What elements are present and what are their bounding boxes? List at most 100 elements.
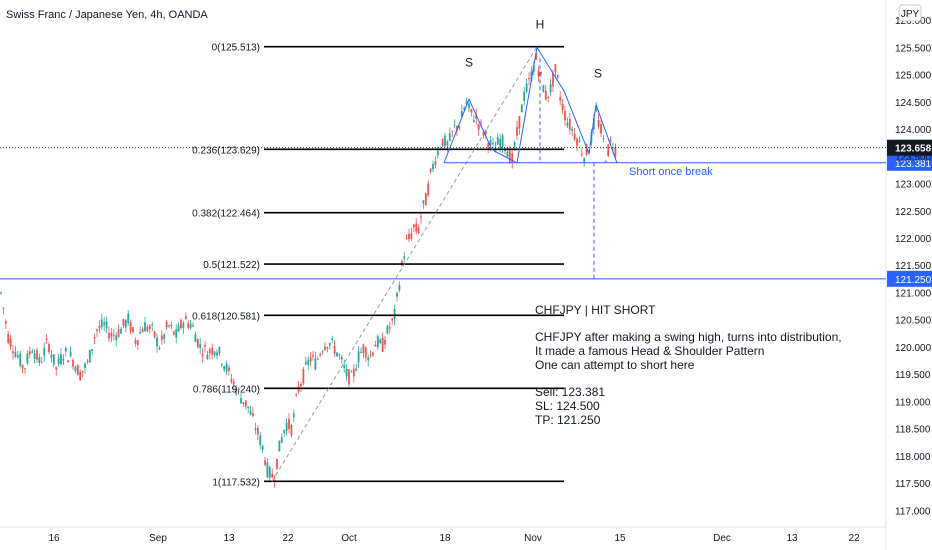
fib-level-label: 0(125.513) xyxy=(212,43,260,54)
price-tick-label: 119.500 xyxy=(895,370,931,381)
candle-body xyxy=(352,368,355,377)
candle-body xyxy=(544,90,547,100)
candle-body xyxy=(535,53,538,60)
candle-body xyxy=(436,150,439,156)
candle-body xyxy=(57,357,60,365)
candle-body xyxy=(50,354,53,358)
candle-body xyxy=(96,329,98,332)
candle-body xyxy=(81,370,84,372)
level-price-tag[interactable] xyxy=(887,270,932,287)
fib-trend-line[interactable] xyxy=(271,46,538,482)
candle-body xyxy=(420,216,422,218)
price-tick-label: 124.000 xyxy=(895,125,932,136)
candle-body xyxy=(597,119,600,127)
candle-body xyxy=(45,338,48,340)
level-price-tag[interactable] xyxy=(887,154,932,171)
level-annotation: Short once break xyxy=(629,166,713,178)
price-tick-label: 117.000 xyxy=(895,506,931,517)
head-shoulder-pattern[interactable]: S H S xyxy=(443,17,618,279)
currency-badge[interactable]: JPY xyxy=(901,9,920,20)
candle-body xyxy=(472,119,475,122)
time-axis[interactable]: 16 Sep 13 22 Oct 18 Nov 15 Dec 13 22 xyxy=(48,533,860,544)
candle-body xyxy=(146,326,149,331)
candle-body xyxy=(115,335,118,340)
candle-body xyxy=(247,406,250,409)
candle-body xyxy=(360,351,362,353)
candle-body xyxy=(124,320,127,328)
candle-body xyxy=(31,351,34,353)
candle-body xyxy=(506,151,509,157)
pattern-outline[interactable] xyxy=(443,46,618,164)
price-axis[interactable]: 126.000 125.500 125.000 124.500 124.000 123.5… xyxy=(887,16,932,517)
candle-body xyxy=(316,358,319,360)
fibonacci-retracement[interactable]: 0(125.513) 0.236(123.629) 0.382(122.464) 0.… xyxy=(192,43,564,489)
candle-body xyxy=(568,118,571,130)
candle-body xyxy=(276,458,278,469)
candle-body xyxy=(530,71,533,82)
price-tick-label: 125.000 xyxy=(895,71,932,82)
price-tick-label: 124.500 xyxy=(895,98,932,109)
pattern-label: S xyxy=(594,66,602,80)
fib-level-label: 0.786(119.240) xyxy=(193,384,260,395)
last-price-tag[interactable] xyxy=(887,139,932,156)
candle-body xyxy=(573,133,576,140)
candle-body xyxy=(213,351,216,356)
candle-body xyxy=(487,142,490,148)
candle-body xyxy=(254,428,257,430)
fib-level-label: 0.618(120.581) xyxy=(192,311,260,322)
candle-body xyxy=(417,227,420,234)
note-line: CHFJPY after making a swing high, turns … xyxy=(535,330,842,344)
candle-body xyxy=(302,368,305,384)
candle-body xyxy=(48,344,50,353)
candle-body xyxy=(475,114,478,119)
candle-body xyxy=(312,355,314,357)
horizontal-levels[interactable]: 123.381 Short once break 121.250 xyxy=(0,154,932,287)
candle-body xyxy=(451,130,454,132)
candle-body xyxy=(549,84,552,93)
price-tick-label: 126.000 xyxy=(895,16,932,27)
candle-body xyxy=(410,233,413,240)
time-tick-label: 16 xyxy=(48,533,60,544)
candle-body xyxy=(446,141,449,146)
price-tick-label: 123.000 xyxy=(895,180,932,191)
candle-body xyxy=(14,351,17,357)
trade-sell: Sell: 123.381 xyxy=(535,385,605,399)
note-line: It made a famous Head & Shoulder Pattern xyxy=(535,344,764,358)
candle-body xyxy=(0,292,2,294)
candle-body xyxy=(542,85,545,93)
candle-body xyxy=(24,368,26,370)
candle-body xyxy=(182,323,185,328)
candle-body xyxy=(105,321,108,328)
trade-note[interactable]: CHFJPY | HIT SHORT CHFJPY after making a… xyxy=(535,303,842,427)
candle-body xyxy=(340,357,343,360)
candle-body xyxy=(580,153,583,156)
candle-body xyxy=(384,339,386,345)
candle-body xyxy=(9,338,12,347)
candle-body xyxy=(86,360,89,362)
candle-body xyxy=(391,318,394,321)
candle-body xyxy=(300,384,302,387)
candle-body xyxy=(403,256,406,259)
candle-body xyxy=(26,353,29,364)
candle-body xyxy=(513,142,516,148)
candle-body xyxy=(388,327,391,329)
candle-body xyxy=(292,413,295,418)
candle-body xyxy=(268,466,271,478)
candle-body xyxy=(525,83,528,92)
price-tick-label: 125.500 xyxy=(895,43,932,54)
candle-body xyxy=(232,381,235,385)
candle-body xyxy=(295,394,298,396)
candle-body xyxy=(338,354,341,356)
candle-body xyxy=(578,140,581,143)
candle-body xyxy=(280,437,283,443)
candle-body xyxy=(540,72,542,74)
candle-body xyxy=(72,359,74,367)
price-tick-label: 120.000 xyxy=(895,343,932,354)
currency-badge-box[interactable] xyxy=(898,4,922,22)
candle-body xyxy=(139,332,142,334)
candle-body xyxy=(100,319,103,328)
candle-body xyxy=(369,355,372,357)
candle-body xyxy=(552,73,554,87)
candle-body xyxy=(547,96,550,98)
